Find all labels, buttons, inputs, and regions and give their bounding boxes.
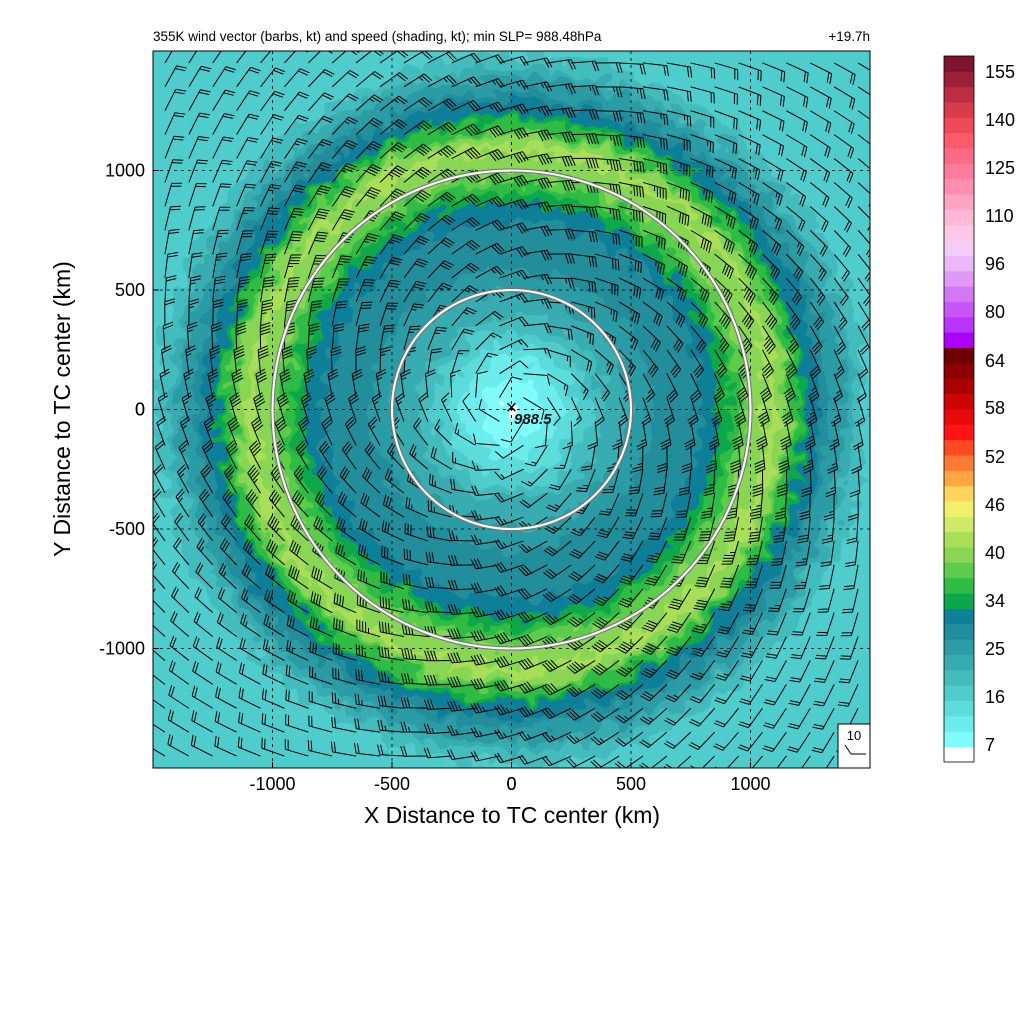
colorbar-label: 52: [985, 447, 1005, 467]
colorbar-swatch: [944, 455, 974, 471]
colorbar-swatch: [944, 240, 974, 256]
colorbar-swatch: [944, 501, 974, 517]
colorbar-swatch: [944, 148, 974, 164]
center-pressure-label: 988.5: [514, 411, 552, 428]
y-axis-label: Y Distance to TC center (km): [49, 261, 75, 557]
colorbar-label: 140: [985, 110, 1015, 130]
colorbar-label: 125: [985, 158, 1015, 178]
colorbar-swatch: [944, 532, 974, 548]
colorbar-label: 25: [985, 639, 1005, 659]
colorbar-swatch: [944, 747, 974, 763]
colorbar-label: 58: [985, 398, 1005, 418]
reference-barb-box: 10: [838, 724, 870, 768]
colorbar-label: 34: [985, 591, 1005, 611]
colorbar-swatch: [944, 133, 974, 149]
colorbar: 155 140 125 110 96 80 64 58 52 46 40 34 25 16 7: [944, 56, 1015, 762]
colorbar-label: 40: [985, 543, 1005, 563]
colorbar-swatch: [944, 547, 974, 563]
reference-barb-label: 10: [847, 728, 861, 743]
colorbar-swatch: [944, 470, 974, 486]
y-tick-label: 1000: [105, 161, 145, 181]
colorbar-label: 16: [985, 687, 1005, 707]
y-tick-label: 500: [115, 280, 145, 300]
colorbar-swatch: [944, 286, 974, 302]
colorbar-swatch: [944, 670, 974, 686]
colorbar-swatch: [944, 209, 974, 225]
x-tick-label: -1000: [249, 774, 295, 794]
colorbar-swatch: [944, 562, 974, 578]
colorbar-swatch: [944, 332, 974, 348]
colorbar-swatch: [944, 624, 974, 640]
colorbar-swatch: [944, 578, 974, 594]
colorbar-swatch: [944, 302, 974, 318]
colorbar-swatch: [944, 424, 974, 440]
colorbar-label: 64: [985, 351, 1005, 371]
colorbar-label: 7: [985, 735, 995, 755]
colorbar-swatch: [944, 731, 974, 747]
colorbar-swatch: [944, 102, 974, 118]
colorbar-swatch: [944, 194, 974, 210]
y-tick-label: -1000: [99, 639, 145, 659]
colorbar-swatch: [944, 271, 974, 287]
colorbar-label: 80: [985, 302, 1005, 322]
colorbar-swatch: [944, 639, 974, 655]
colorbar-swatch: [944, 593, 974, 609]
chart-title: 355K wind vector (barbs, kt) and speed (…: [153, 29, 602, 44]
colorbar-swatch: [944, 440, 974, 456]
y-tick-label: -500: [109, 519, 145, 539]
colorbar-label: 110: [985, 206, 1014, 226]
colorbar-swatch: [944, 225, 974, 241]
colorbar-swatch: [944, 256, 974, 272]
colorbar-swatch: [944, 348, 974, 364]
colorbar-swatch: [944, 378, 974, 394]
colorbar-swatch: [944, 363, 974, 379]
colorbar-swatch: [944, 87, 974, 103]
colorbar-swatch: [944, 409, 974, 425]
colorbar-swatch: [944, 716, 974, 732]
colorbar-label: 96: [985, 254, 1005, 274]
colorbar-swatch: [944, 685, 974, 701]
colorbar-swatch: [944, 655, 974, 671]
x-tick-label: 1000: [730, 774, 770, 794]
x-tick-label-zero: 0: [506, 774, 516, 794]
colorbar-swatch: [944, 163, 974, 179]
colorbar-swatch: [944, 609, 974, 625]
colorbar-label: 46: [985, 495, 1005, 515]
time-label: +19.7h: [828, 29, 870, 44]
colorbar-swatch: [944, 317, 974, 333]
colorbar-swatch: [944, 394, 974, 410]
y-tick-label-zero: 0: [135, 400, 145, 420]
colorbar-swatch: [944, 179, 974, 195]
x-tick-label: -500: [374, 774, 410, 794]
x-axis-label: X Distance to TC center (km): [364, 802, 660, 828]
colorbar-swatch: [944, 71, 974, 87]
colorbar-swatch: [944, 701, 974, 717]
colorbar-label: 155: [985, 62, 1015, 82]
colorbar-swatch: [944, 516, 974, 532]
colorbar-swatch: [944, 117, 974, 133]
x-tick-label: 500: [616, 774, 646, 794]
colorbar-swatch: [944, 56, 974, 72]
colorbar-swatch: [944, 486, 974, 502]
